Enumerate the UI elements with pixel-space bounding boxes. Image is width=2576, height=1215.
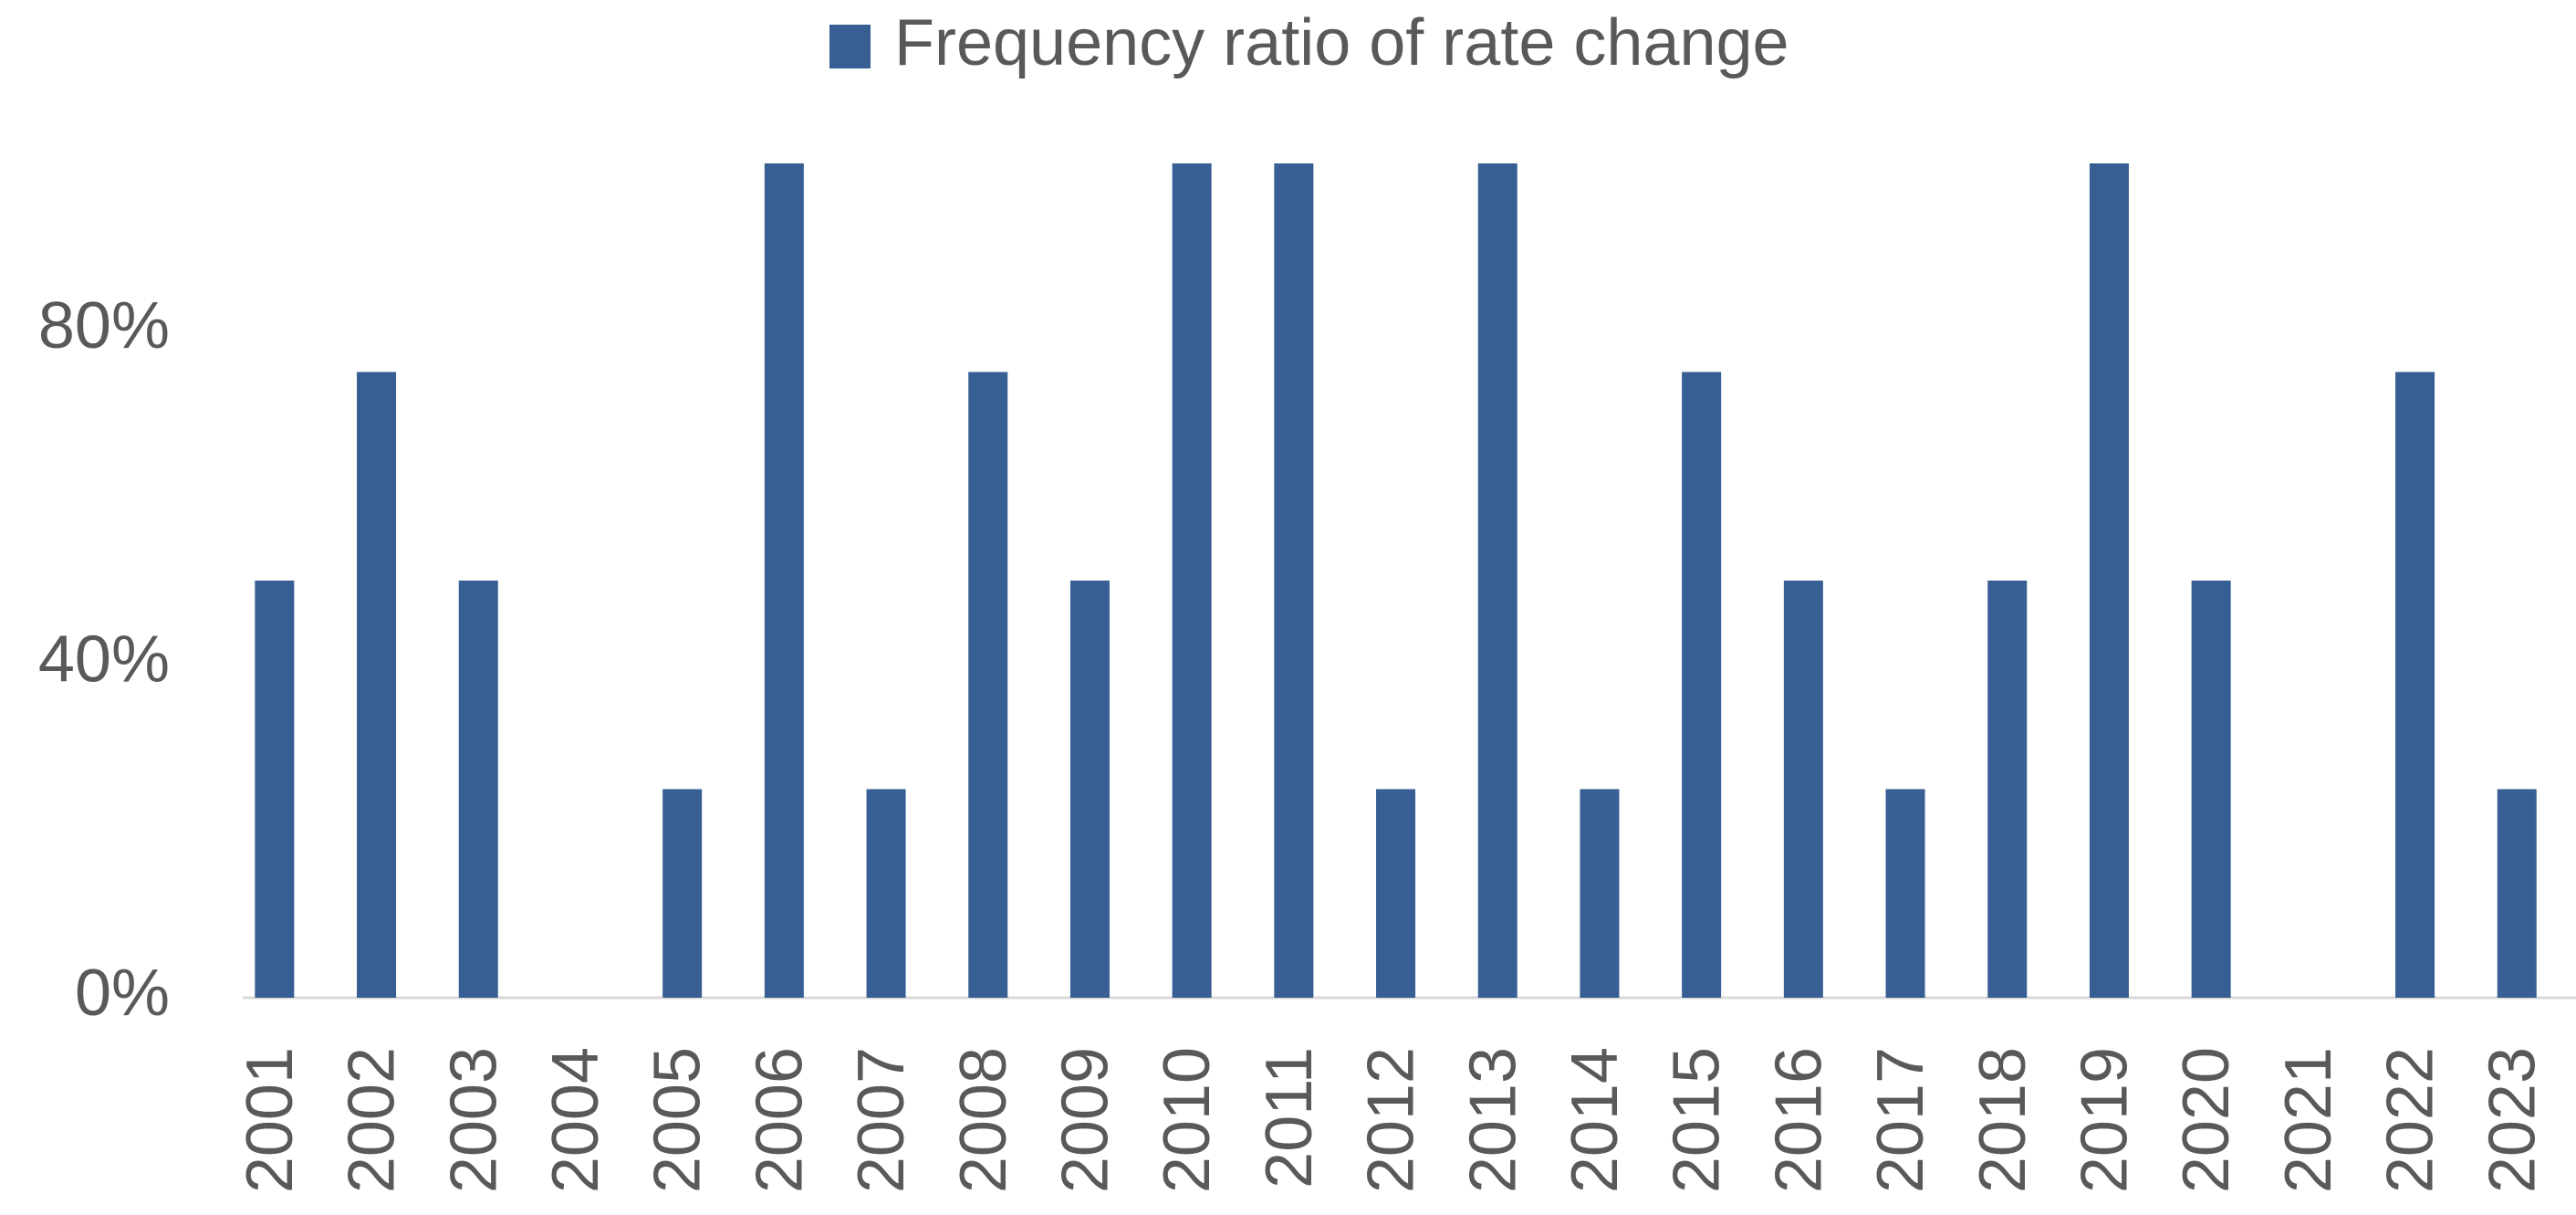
x-tick-label: 2007 [845, 1047, 918, 1193]
x-tick-label: 2015 [1661, 1047, 1734, 1193]
bar [1274, 163, 1314, 998]
bar [2191, 581, 2231, 998]
x-tick-label: 2010 [1151, 1047, 1224, 1193]
bar [1477, 163, 1517, 998]
bar [1885, 789, 1925, 998]
x-tick-label: 2011 [1253, 1047, 1326, 1189]
bar [764, 163, 804, 998]
bar [1580, 789, 1620, 998]
bar [357, 372, 397, 998]
x-tick-label: 2012 [1355, 1047, 1428, 1193]
bar [1682, 372, 1722, 998]
x-tick-label: 2004 [539, 1047, 612, 1193]
x-tick-label: 2013 [1456, 1047, 1529, 1193]
x-tick-label: 2009 [1048, 1047, 1121, 1193]
bar [2089, 163, 2129, 998]
bar [1783, 581, 1823, 998]
bar [968, 372, 1008, 998]
x-tick-label: 2019 [2068, 1047, 2141, 1193]
y-tick-label: 0% [75, 957, 170, 1030]
bar [255, 581, 295, 998]
bar [2395, 372, 2435, 998]
bar [662, 789, 703, 998]
x-tick-label: 2018 [1966, 1047, 2039, 1193]
y-tick-label: 80% [38, 289, 170, 362]
x-tick-label: 2002 [336, 1047, 409, 1193]
x-tick-label: 2008 [947, 1047, 1020, 1193]
bar [1987, 581, 2028, 998]
bar [458, 581, 498, 998]
x-tick-label: 2016 [1762, 1047, 1835, 1193]
x-tick-label: 2021 [2272, 1047, 2345, 1193]
bar [2497, 789, 2537, 998]
bar [866, 789, 906, 998]
x-tick-label: 2017 [1864, 1047, 1937, 1193]
bar [1376, 789, 1416, 998]
y-tick-label: 40% [38, 623, 170, 696]
bar [1172, 163, 1212, 998]
x-tick-label: 2020 [2170, 1047, 2243, 1193]
legend-label: Frequency ratio of rate change [894, 6, 1789, 79]
x-tick-label: 2001 [234, 1047, 307, 1193]
bar [1069, 581, 1110, 998]
x-tick-label: 2023 [2476, 1047, 2549, 1193]
x-tick-label: 2003 [437, 1047, 510, 1193]
legend-swatch [829, 25, 871, 68]
x-tick-label: 2022 [2374, 1047, 2447, 1193]
x-tick-label: 2005 [641, 1047, 714, 1193]
x-tick-label: 2006 [743, 1047, 816, 1193]
x-tick-label: 2014 [1559, 1047, 1632, 1193]
